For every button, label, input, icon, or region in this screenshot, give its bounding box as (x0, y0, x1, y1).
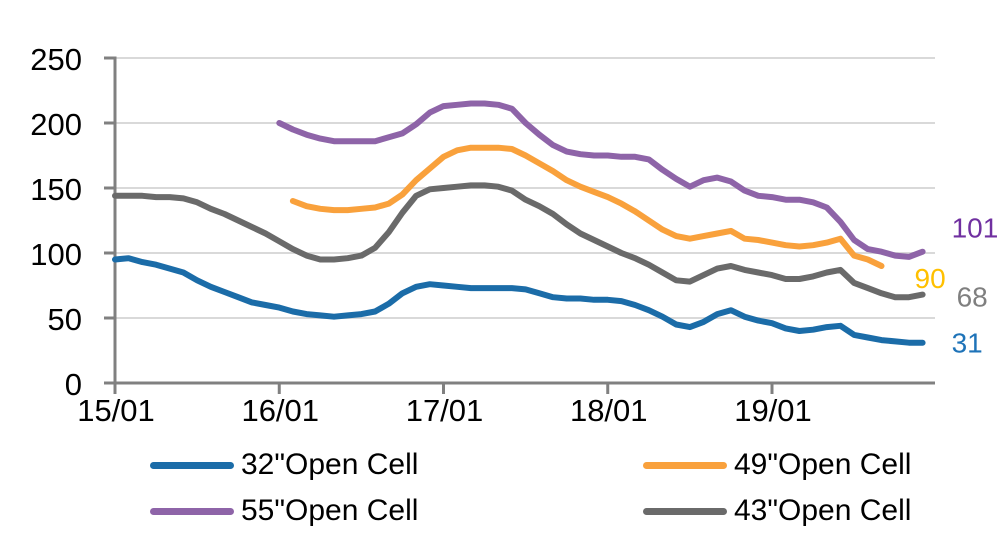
y-tick-label-150: 150 (30, 172, 82, 207)
end-value-label-68: 68 (957, 282, 988, 313)
x-tick-label-16/01: 16/01 (241, 393, 319, 428)
end-value-label-101: 101 (952, 213, 999, 244)
y-tick-label-0: 0 (65, 367, 82, 402)
legend-label-32-open-cell: 32"Open Cell (241, 448, 419, 481)
end-value-label-31: 31 (952, 328, 983, 359)
end-value-label-90: 90 (915, 263, 946, 294)
legend-swatch-43-open-cell (643, 507, 727, 515)
legend-item-32-open-cell: 32"Open Cell (150, 447, 418, 483)
series-line-49opencell (289, 144, 885, 269)
y-tick-label-250: 250 (30, 42, 82, 77)
series-line-43opencell (112, 182, 926, 301)
x-tick-label-18/01: 18/01 (570, 393, 648, 428)
series-line-55opencell (276, 100, 926, 260)
legend-item-49-open-cell: 49"Open Cell (643, 447, 911, 483)
y-tick-label-50: 50 (48, 302, 82, 337)
x-tick-label-19/01: 19/01 (734, 393, 812, 428)
legend-item-43-open-cell: 43"Open Cell (643, 493, 911, 529)
legend-swatch-49-open-cell (643, 461, 727, 469)
legend-swatch-32-open-cell (150, 461, 234, 469)
x-tick-label-17/01: 17/01 (406, 393, 484, 428)
legend-label-43-open-cell: 43"Open Cell (734, 494, 912, 527)
legend-item-55-open-cell: 55"Open Cell (150, 493, 418, 529)
y-tick-label-200: 200 (30, 107, 82, 142)
legend-label-49-open-cell: 49"Open Cell (734, 448, 912, 481)
y-tick-label-100: 100 (30, 237, 82, 272)
legend-swatch-55-open-cell (150, 507, 234, 515)
x-tick-label-15/01: 15/01 (77, 393, 155, 428)
legend-label-55-open-cell: 55"Open Cell (241, 494, 419, 527)
series-line-32opencell (112, 255, 926, 346)
